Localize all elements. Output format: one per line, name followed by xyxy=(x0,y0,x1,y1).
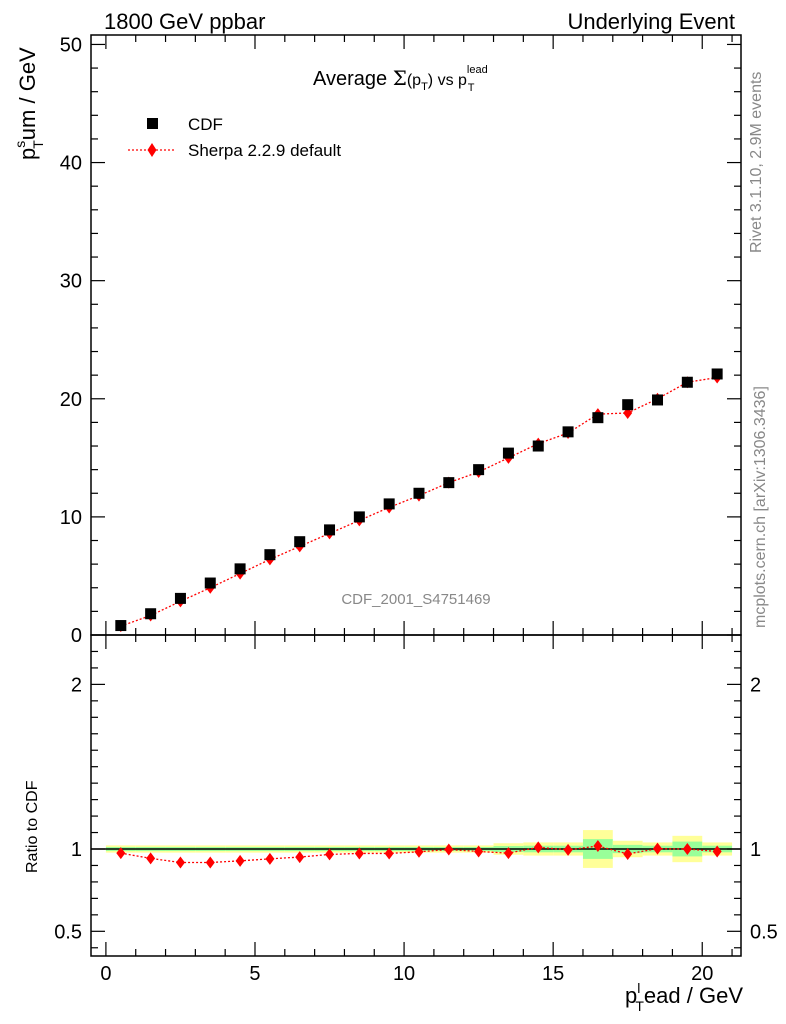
mcplots-source-label: mcplots.cern.ch [arXiv:1306.3436] xyxy=(752,386,769,628)
sherpa-ratio-point xyxy=(354,847,364,860)
cdf-point xyxy=(115,620,127,632)
cdf-series xyxy=(115,368,723,632)
ratio-tick-label: 2 xyxy=(71,674,82,696)
y-tick-label: 0 xyxy=(71,625,82,647)
cdf-point xyxy=(145,608,157,620)
x-tick-label: 15 xyxy=(542,963,564,985)
sherpa-ratio-series xyxy=(116,840,722,869)
ratio-y-axis-label: Ratio to CDF xyxy=(24,780,41,873)
x-tick-label: 10 xyxy=(393,963,415,985)
sherpa-ratio-point xyxy=(325,848,335,861)
cdf-point xyxy=(324,524,336,536)
y-tick-label: 20 xyxy=(60,389,82,411)
ratio-tick-label: 0.5 xyxy=(54,921,82,943)
ratio-tick-label-right: 2 xyxy=(750,674,761,696)
sherpa-ratio-point xyxy=(474,845,484,858)
cdf-point xyxy=(711,368,723,380)
legend-sherpa-marker xyxy=(147,143,157,157)
cdf-point xyxy=(174,592,186,604)
legend-cdf-marker xyxy=(147,118,158,129)
cdf-point xyxy=(532,440,544,452)
sherpa-ratio-point xyxy=(175,856,185,869)
cdf-point xyxy=(294,536,306,548)
cdf-point xyxy=(562,426,574,438)
y-axis-label: ps Tum / GeV xyxy=(12,47,46,160)
sherpa-ratio-point xyxy=(235,854,245,867)
plot-title: Average Σ(pT) vs plead T xyxy=(313,64,488,94)
cdf-point xyxy=(443,477,455,489)
sherpa-ratio-point xyxy=(146,852,156,865)
cdf-point xyxy=(264,549,276,561)
sherpa-ratio-point xyxy=(295,851,305,864)
cdf-point xyxy=(353,511,365,523)
ratio-tick-label-right: 0.5 xyxy=(750,921,778,943)
cdf-point xyxy=(413,487,425,499)
ratio-plot-frame xyxy=(90,634,742,957)
sherpa-ratio-point xyxy=(533,841,543,854)
sherpa-ratio-point xyxy=(563,843,573,856)
cdf-point xyxy=(592,412,604,424)
x-tick-label: 5 xyxy=(249,963,260,985)
sherpa-ratio-point xyxy=(205,856,215,869)
sherpa-ratio-point xyxy=(623,847,633,860)
ratio-tick-label: 1 xyxy=(71,839,82,861)
sherpa-ratio-point xyxy=(682,843,692,855)
y-tick-label: 30 xyxy=(60,271,82,293)
sherpa-ratio-point xyxy=(384,847,394,860)
rivet-version-label: Rivet 3.1.10, 2.9M events xyxy=(748,72,765,253)
analysis-id-label: CDF_2001_S4751469 xyxy=(341,591,490,608)
cdf-point xyxy=(502,447,514,459)
y-tick-label: 50 xyxy=(60,34,82,56)
x-axis-label: pl Tead / GeV xyxy=(625,980,743,1014)
legend-cdf-label: CDF xyxy=(188,115,223,134)
y-tick-label: 40 xyxy=(60,153,82,175)
y-tick-label: 10 xyxy=(60,507,82,529)
sherpa-ratio-point xyxy=(653,842,663,855)
cdf-point xyxy=(622,399,634,411)
sherpa-ratio-point xyxy=(593,840,603,853)
cdf-point xyxy=(681,376,693,388)
cdf-point xyxy=(473,464,485,476)
sherpa-ratio-point xyxy=(265,852,275,865)
sherpa-ratio-point xyxy=(712,845,722,858)
cdf-point xyxy=(652,394,664,406)
sherpa-ratio-point xyxy=(414,845,424,858)
axis-ticks xyxy=(91,35,741,956)
sherpa-ratio-point xyxy=(444,843,454,856)
x-tick-label: 0 xyxy=(100,963,111,985)
legend-sherpa-label: Sherpa 2.2.9 default xyxy=(188,141,341,160)
header-right: Underlying Event xyxy=(567,9,735,34)
cdf-point xyxy=(383,498,395,510)
sherpa-ratio-line xyxy=(120,845,718,864)
sherpa-ratio-point xyxy=(503,847,513,860)
axis-tick-labels: 0 5 10 15 20 0 10 20 30 40 50 0.5 0.5 1 1 2 2 xyxy=(54,34,778,985)
cdf-point xyxy=(204,577,216,589)
x-tick-label: 20 xyxy=(691,963,713,985)
header-left: 1800 GeV ppbar xyxy=(104,9,265,34)
ratio-tick-label-right: 1 xyxy=(750,839,761,861)
cdf-point xyxy=(234,563,246,575)
sherpa-ratio-point xyxy=(116,847,126,860)
legend: CDF Sherpa 2.2.9 default xyxy=(128,115,341,160)
